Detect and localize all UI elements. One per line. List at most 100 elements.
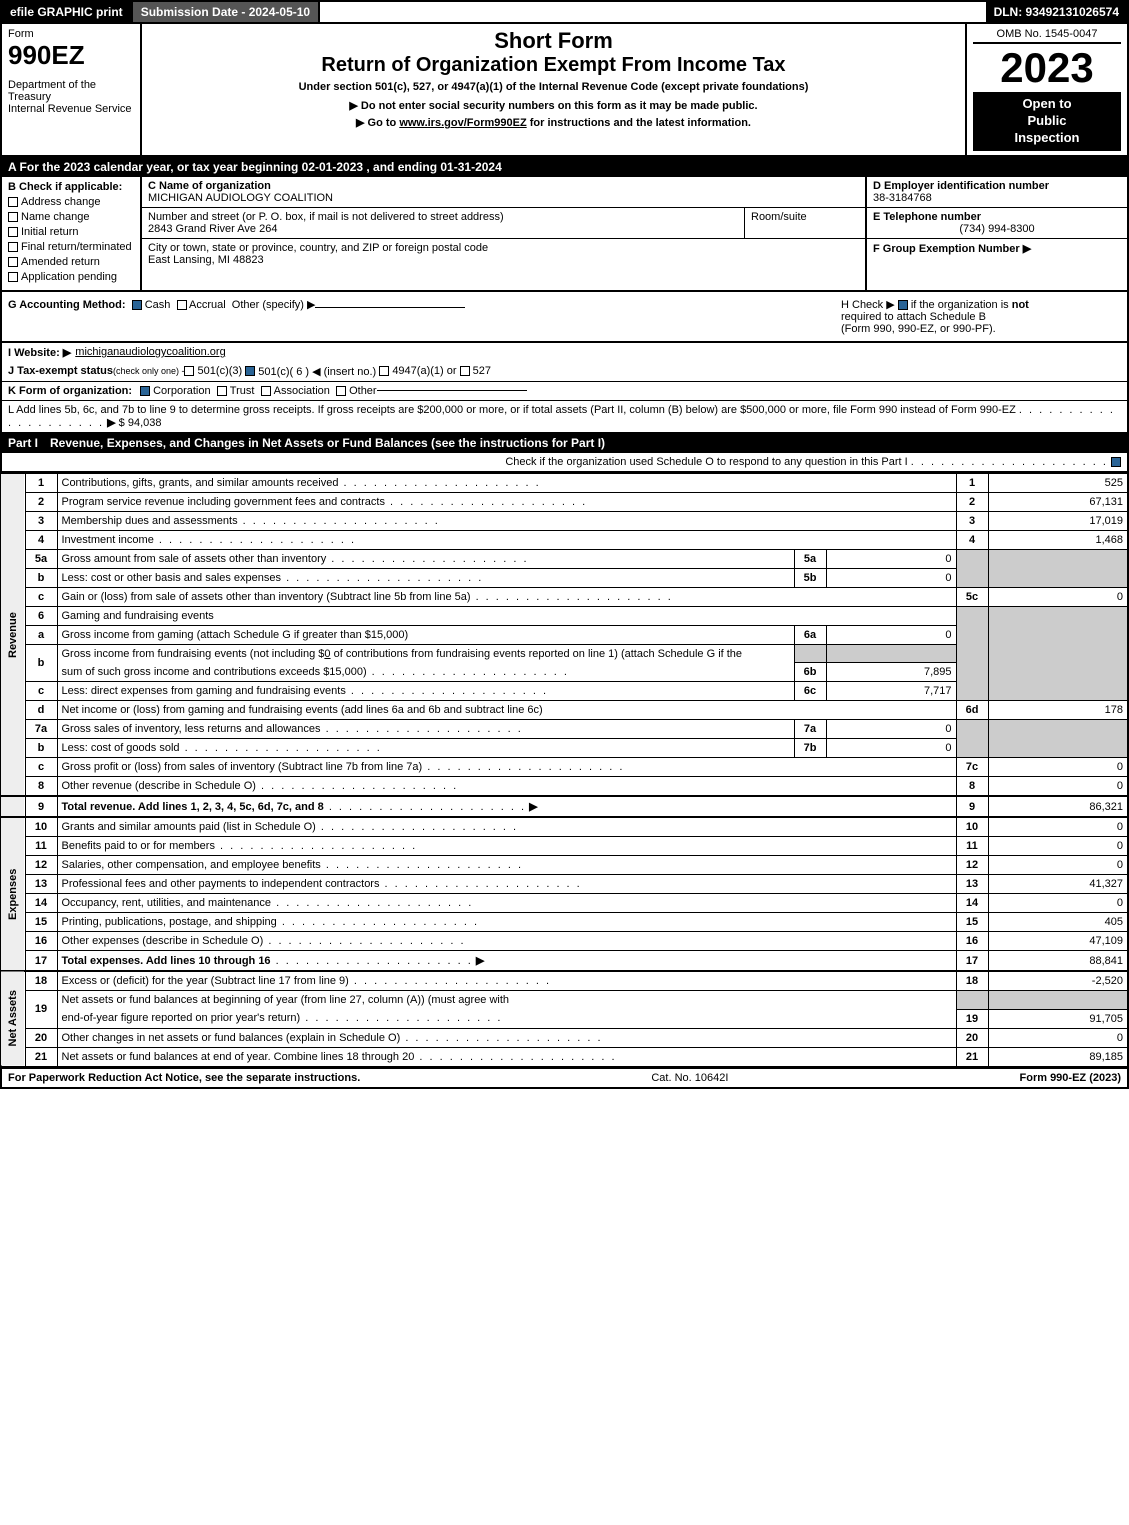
- val: -2,520: [988, 971, 1128, 991]
- table-row: 20Other changes in net assets or fund ba…: [1, 1028, 1128, 1047]
- num: 17: [956, 951, 988, 972]
- cb-association-icon[interactable]: [261, 386, 271, 396]
- sub-val: 0: [826, 739, 956, 758]
- table-row: 2Program service revenue including gover…: [1, 492, 1128, 511]
- sub-ln: 6a: [794, 625, 826, 644]
- cb-application-pending[interactable]: Application pending: [8, 271, 134, 283]
- checkbox-accrual-icon[interactable]: [177, 300, 187, 310]
- netassets-side-label: Net Assets: [1, 971, 25, 1067]
- cb-amended-return[interactable]: Amended return: [8, 256, 134, 268]
- val: 89,185: [988, 1047, 1128, 1067]
- title-short-form: Short Form: [150, 28, 957, 54]
- checkbox-cash-icon[interactable]: [132, 300, 142, 310]
- l-text: L Add lines 5b, 6c, and 7b to line 9 to …: [8, 404, 1016, 416]
- inspection-l2: Public: [977, 113, 1117, 130]
- sub-val: 0: [826, 549, 956, 568]
- table-row: 13Professional fees and other payments t…: [1, 875, 1128, 894]
- other-specify-input[interactable]: [315, 307, 465, 308]
- inspection-l3: Inspection: [977, 130, 1117, 147]
- dots-icon: [321, 723, 523, 735]
- dots-icon: [271, 897, 473, 909]
- subtitle-section: Under section 501(c), 527, or 4947(a)(1)…: [150, 81, 957, 93]
- table-row: 15Printing, publications, postage, and s…: [1, 913, 1128, 932]
- shade-cell: [956, 991, 988, 1010]
- cb-other-icon[interactable]: [336, 386, 346, 396]
- submission-date-label: Submission Date - 2024-05-10: [133, 2, 320, 22]
- num: 1: [956, 473, 988, 492]
- val: 0: [988, 837, 1128, 856]
- desc: Gross profit or (loss) from sales of inv…: [62, 761, 423, 773]
- dots-icon: [414, 1051, 616, 1063]
- num: 10: [956, 817, 988, 837]
- desc: Contributions, gifts, grants, and simila…: [62, 477, 339, 489]
- dln-label: DLN: 93492131026574: [986, 2, 1127, 22]
- cb-final-return[interactable]: Final return/terminated: [8, 241, 134, 253]
- ln: b: [25, 739, 57, 758]
- j-o4: 527: [473, 365, 491, 377]
- cb-501c-icon[interactable]: [245, 366, 255, 376]
- dots-icon: [379, 878, 581, 890]
- street-value: 2843 Grand River Ave 264: [148, 223, 277, 235]
- ein-value: 38-3184768: [873, 192, 932, 204]
- desc: Less: direct expenses from gaming and fu…: [62, 685, 346, 697]
- shade-cell: [988, 606, 1128, 701]
- dots-icon: [271, 955, 473, 967]
- sub-ln: 5b: [794, 568, 826, 587]
- revenue-side-label: Revenue: [1, 473, 25, 796]
- part1-ck-text: Check if the organization used Schedule …: [505, 456, 907, 468]
- k-trust: Trust: [230, 385, 255, 397]
- cb-trust-icon[interactable]: [217, 386, 227, 396]
- h-post: if the organization is: [908, 299, 1012, 311]
- desc: Total revenue. Add lines 1, 2, 3, 4, 5c,…: [62, 801, 324, 813]
- dots-icon: [215, 840, 417, 852]
- dots-icon: [400, 1032, 602, 1044]
- line-k: K Form of organization: Corporation Trus…: [0, 382, 1129, 401]
- org-name: MICHIGAN AUDIOLOGY COALITION: [148, 192, 333, 204]
- cb-501c3-icon[interactable]: [184, 366, 194, 376]
- table-row: Net Assets 18Excess or (deficit) for the…: [1, 971, 1128, 991]
- dots-icon: [180, 742, 382, 754]
- website-link[interactable]: michiganaudiologycoalition.org: [75, 346, 225, 358]
- desc: Gross sales of inventory, less returns a…: [62, 723, 321, 735]
- ln: 10: [25, 817, 57, 837]
- ln: 13: [25, 875, 57, 894]
- accrual-label: Accrual: [189, 299, 226, 311]
- cb-schedule-o-icon[interactable]: [1111, 457, 1121, 467]
- checkbox-icon: [8, 212, 18, 222]
- cb-4947-icon[interactable]: [379, 366, 389, 376]
- ln: 4: [25, 530, 57, 549]
- section-c: C Name of organization MICHIGAN AUDIOLOG…: [142, 177, 867, 290]
- k-other-input[interactable]: [377, 390, 527, 391]
- ln: 14: [25, 894, 57, 913]
- table-row: 16Other expenses (describe in Schedule O…: [1, 932, 1128, 951]
- h-l3: (Form 990, 990-EZ, or 990-PF).: [841, 323, 996, 335]
- cb-corporation-icon[interactable]: [140, 386, 150, 396]
- desc: of contributions from fundraising events…: [331, 648, 743, 660]
- cb-name-change[interactable]: Name change: [8, 211, 134, 223]
- header-center: Short Form Return of Organization Exempt…: [142, 24, 967, 155]
- efile-print-label[interactable]: efile GRAPHIC print: [2, 2, 133, 22]
- desc: Other expenses (describe in Schedule O): [62, 935, 264, 947]
- sub-ln: 7a: [794, 720, 826, 739]
- num: 21: [956, 1047, 988, 1067]
- part1-desc: Revenue, Expenses, and Changes in Net As…: [50, 436, 605, 450]
- ln: 20: [25, 1028, 57, 1047]
- num: 14: [956, 894, 988, 913]
- tax-year: 2023: [973, 44, 1121, 92]
- num: 7c: [956, 758, 988, 777]
- table-row: 8Other revenue (describe in Schedule O)8…: [1, 777, 1128, 797]
- num: 19: [956, 1009, 988, 1028]
- cb-address-change[interactable]: Address change: [8, 196, 134, 208]
- checkbox-h-icon[interactable]: [898, 300, 908, 310]
- section-f: F Group Exemption Number ▶: [867, 239, 1127, 258]
- dots-icon: [324, 801, 526, 813]
- spacer: [1, 796, 25, 817]
- num: 2: [956, 492, 988, 511]
- cb-527-icon[interactable]: [460, 366, 470, 376]
- irs-link[interactable]: www.irs.gov/Form990EZ: [399, 117, 526, 129]
- shade-cell: [956, 549, 988, 587]
- dots-icon: [263, 935, 465, 947]
- cb-initial-return[interactable]: Initial return: [8, 226, 134, 238]
- dots-icon: [277, 916, 479, 928]
- table-row: 4Investment income41,468: [1, 530, 1128, 549]
